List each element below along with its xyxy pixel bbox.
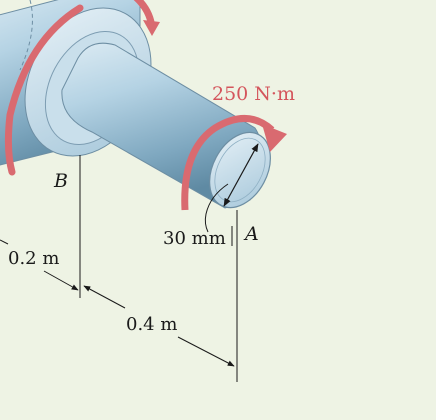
torque-arrow-b [4, 0, 160, 176]
diameter-label: 30 mm [163, 228, 226, 249]
point-b-label: B [53, 170, 68, 192]
small-shaft-segment [61, 42, 271, 209]
torque-label: 250 N·m [212, 83, 295, 105]
dimension-label-0-4m: 0.4 m [126, 314, 177, 335]
dimension-label-0-2m: 0.2 m [8, 248, 59, 269]
dimension-lines [0, 239, 235, 367]
torque-arrow-a [181, 115, 287, 211]
extension-lines [79, 155, 238, 382]
diameter-arrow [204, 143, 259, 233]
point-a-label: A [243, 223, 259, 245]
